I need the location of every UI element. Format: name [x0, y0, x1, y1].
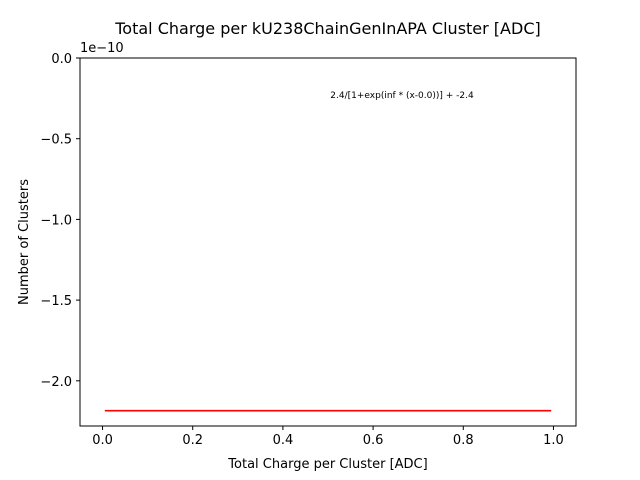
- y-tick-label: −0.5: [40, 133, 72, 148]
- y-tick-label: −1.0: [40, 213, 72, 228]
- x-axis-label: Total Charge per Cluster [ADC]: [227, 457, 427, 472]
- y-axis-label: Number of Clusters: [17, 179, 32, 305]
- plot-frame: [79, 57, 577, 427]
- x-tick-label: 0.4: [273, 433, 294, 448]
- plot-layer: 0.0 0.2 0.4 0.6 0.8 1.0 0.0 −0.5 −1.0 −1.5 −2.0: [40, 52, 563, 448]
- x-tick-label: 0.6: [363, 433, 384, 448]
- y-tick-label: −2.0: [40, 375, 72, 390]
- y-tick-label: −1.5: [40, 294, 72, 309]
- x-tick-label: 0.0: [92, 433, 113, 448]
- x-tick-label: 1.0: [543, 433, 564, 448]
- x-tick-label: 0.2: [182, 433, 203, 448]
- y-tick-label: 0.0: [51, 52, 72, 67]
- fit-annotation: 2.4/[1+exp(inf * (x-0.0))] + -2.4: [330, 91, 474, 101]
- y-offset-label: 1e−10: [80, 41, 124, 56]
- x-tick-label: 0.8: [453, 433, 474, 448]
- chart-title: Total Charge per kU238ChainGenInAPA Clus…: [114, 19, 540, 38]
